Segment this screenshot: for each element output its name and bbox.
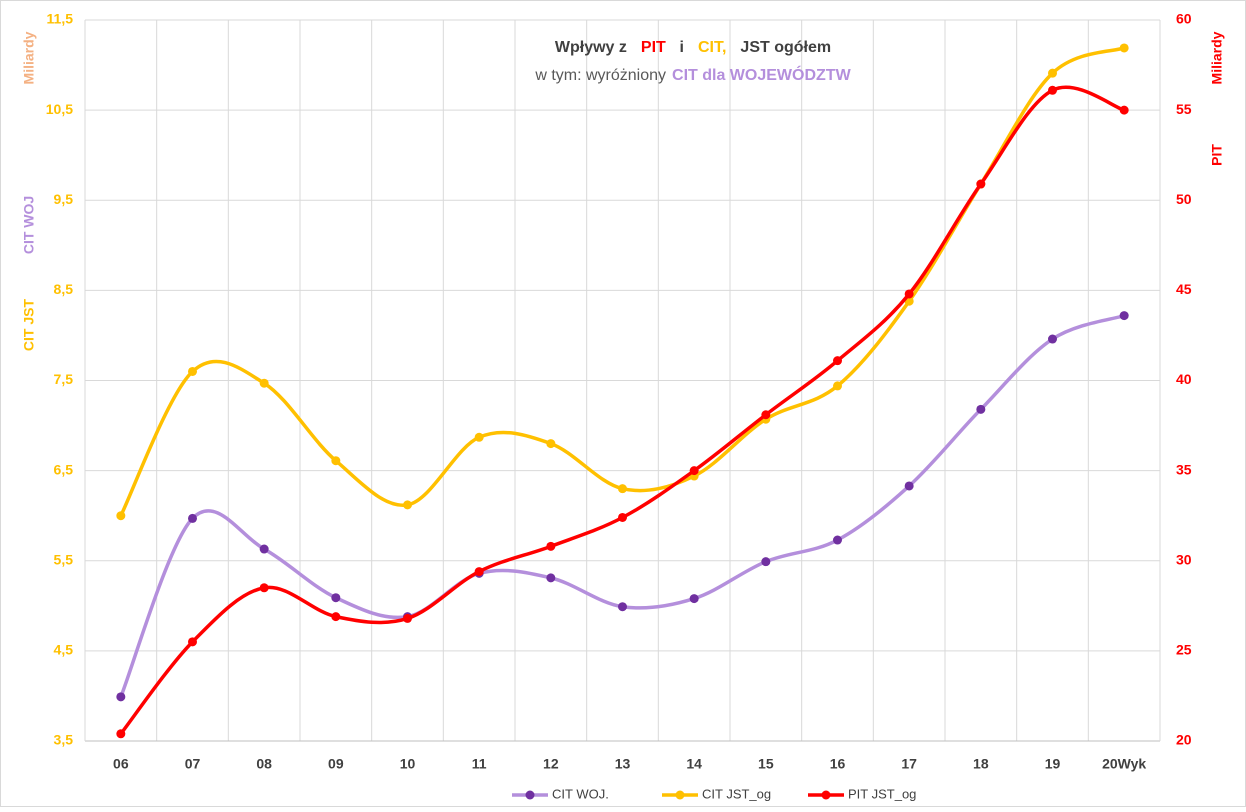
x-tick-label: 07 (185, 756, 201, 772)
y-axis-label: CIT JST (21, 298, 37, 351)
data-point (331, 456, 341, 466)
data-point (761, 557, 771, 567)
x-tick-label: 12 (543, 756, 559, 772)
data-point (1119, 105, 1129, 115)
y-axis-label: Miliardy (21, 31, 37, 84)
y-tick-label: 7,5 (54, 371, 74, 387)
y-tick-label: 10,5 (46, 101, 73, 117)
y-tick-label: 11,5 (47, 11, 74, 27)
y2-axis-label: Miliardy (1209, 31, 1225, 84)
subtitle-part: CIT dla WOJEWÓDZTW (672, 65, 852, 84)
data-point (1048, 334, 1057, 344)
y-tick-label: 8,5 (54, 281, 74, 297)
y2-tick-label: 35 (1176, 461, 1192, 477)
title-part: JST ogółem (740, 39, 831, 56)
series-line (119, 85, 1125, 735)
data-point (188, 513, 197, 523)
data-point (1048, 68, 1057, 78)
legend-marker (525, 790, 535, 800)
y2-tick-label: 55 (1176, 101, 1192, 117)
data-point (1048, 85, 1057, 95)
y-tick-label: 6,5 (54, 461, 74, 477)
legend-label: CIT WOJ. (552, 786, 609, 801)
data-point (618, 484, 627, 494)
data-point (474, 567, 484, 577)
chart-subtitle: w tym: wyróżniony CIT dla WOJEWÓDZTW (534, 65, 851, 84)
data-point (259, 544, 269, 554)
data-point (259, 378, 269, 388)
data-point (904, 289, 914, 299)
data-point (689, 466, 699, 476)
x-tick-label: 17 (901, 756, 917, 772)
data-point (474, 432, 484, 442)
x-tick-label: 10 (400, 756, 416, 772)
y-tick-label: 5,5 (54, 551, 74, 567)
data-point (833, 381, 842, 391)
data-point (833, 356, 842, 366)
y2-tick-label: 40 (1176, 371, 1192, 387)
data-point (689, 594, 699, 604)
data-point (546, 439, 556, 449)
data-point (904, 481, 914, 491)
data-point (1119, 311, 1129, 321)
x-tick-label: 14 (686, 756, 702, 772)
y2-tick-label: 25 (1176, 642, 1192, 658)
title-part: CIT, (698, 39, 726, 56)
x-tick-label: 18 (973, 756, 989, 772)
chart-title: Wpływy z PIT i CIT, JST ogółem (555, 39, 831, 56)
data-point (546, 541, 556, 551)
x-tick-label: 20Wyk (1102, 756, 1146, 772)
data-point (546, 573, 556, 583)
y-tick-label: 3,5 (54, 732, 74, 748)
title-part: PIT (641, 39, 666, 56)
y-tick-label: 9,5 (54, 191, 74, 207)
data-point (403, 500, 412, 510)
data-point (761, 410, 771, 420)
legend-label: CIT JST_og (702, 786, 771, 801)
data-point (188, 366, 197, 376)
data-point (618, 602, 627, 612)
y2-tick-label: 60 (1176, 11, 1192, 27)
legend-label: PIT JST_og (848, 786, 916, 801)
legend-marker (675, 790, 685, 800)
data-point (259, 583, 269, 593)
data-point (976, 179, 986, 189)
data-point (403, 613, 412, 623)
x-tick-label: 15 (758, 756, 774, 772)
x-tick-label: 16 (830, 756, 846, 772)
x-tick-label: 19 (1045, 756, 1061, 772)
title-part: Wpływy z (555, 39, 627, 56)
y2-tick-label: 45 (1176, 281, 1192, 297)
y2-axis-label: PIT (1209, 144, 1225, 166)
y-axis-label: CIT WOJ (21, 196, 37, 254)
y-tick-label: 4,5 (54, 642, 74, 658)
data-point (618, 512, 627, 522)
title-part: i (680, 39, 684, 56)
x-tick-label: 11 (472, 756, 487, 772)
data-point (188, 637, 197, 647)
subtitle-part: w tym: wyróżniony (534, 67, 666, 84)
x-tick-label: 06 (113, 756, 129, 772)
y2-tick-label: 20 (1176, 732, 1192, 748)
data-point (331, 593, 341, 603)
data-point (976, 404, 986, 414)
x-tick-label: 08 (256, 756, 272, 772)
data-point (1119, 43, 1129, 53)
y2-tick-label: 30 (1176, 551, 1192, 567)
legend-marker (821, 790, 831, 800)
data-point (116, 511, 126, 521)
x-tick-label: 13 (615, 756, 631, 772)
data-point (833, 535, 842, 545)
data-point (116, 729, 126, 739)
y2-tick-label: 50 (1176, 191, 1192, 207)
data-point (116, 692, 126, 702)
data-point (331, 612, 341, 622)
x-tick-label: 09 (328, 756, 344, 772)
